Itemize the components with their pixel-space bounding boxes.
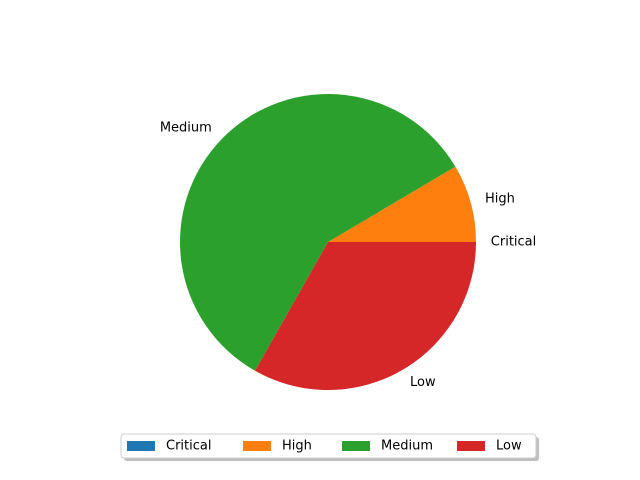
legend-swatch-high	[243, 441, 271, 451]
legend-label-high: High	[282, 439, 312, 454]
legend-swatch-medium	[342, 441, 370, 451]
slice-label-high: High	[485, 192, 515, 207]
legend-label-medium: Medium	[381, 439, 433, 454]
legend-item-low: Low	[457, 439, 522, 454]
legend: Critical High Medium Low	[120, 433, 539, 461]
legend-items: Critical High Medium Low	[127, 439, 522, 454]
legend-swatch-low	[457, 441, 485, 451]
legend-swatch-critical	[127, 441, 155, 451]
legend-item-medium: Medium	[342, 439, 433, 454]
pie-slice-low	[255, 242, 476, 390]
legend-item-high: High	[243, 439, 312, 454]
pie-slice-medium	[180, 94, 456, 371]
slice-label-low: Low	[410, 375, 436, 390]
legend-frame	[120, 433, 537, 459]
slice-label-medium: Medium	[160, 120, 212, 135]
pie-slices	[180, 94, 476, 390]
legend-label-low: Low	[496, 439, 522, 454]
pie-slice-high	[328, 166, 476, 242]
legend-item-critical: Critical	[127, 439, 211, 454]
slice-label-critical: Critical	[491, 235, 536, 250]
slice-labels: Critical High Medium Low	[160, 120, 536, 390]
legend-label-critical: Critical	[166, 439, 211, 454]
